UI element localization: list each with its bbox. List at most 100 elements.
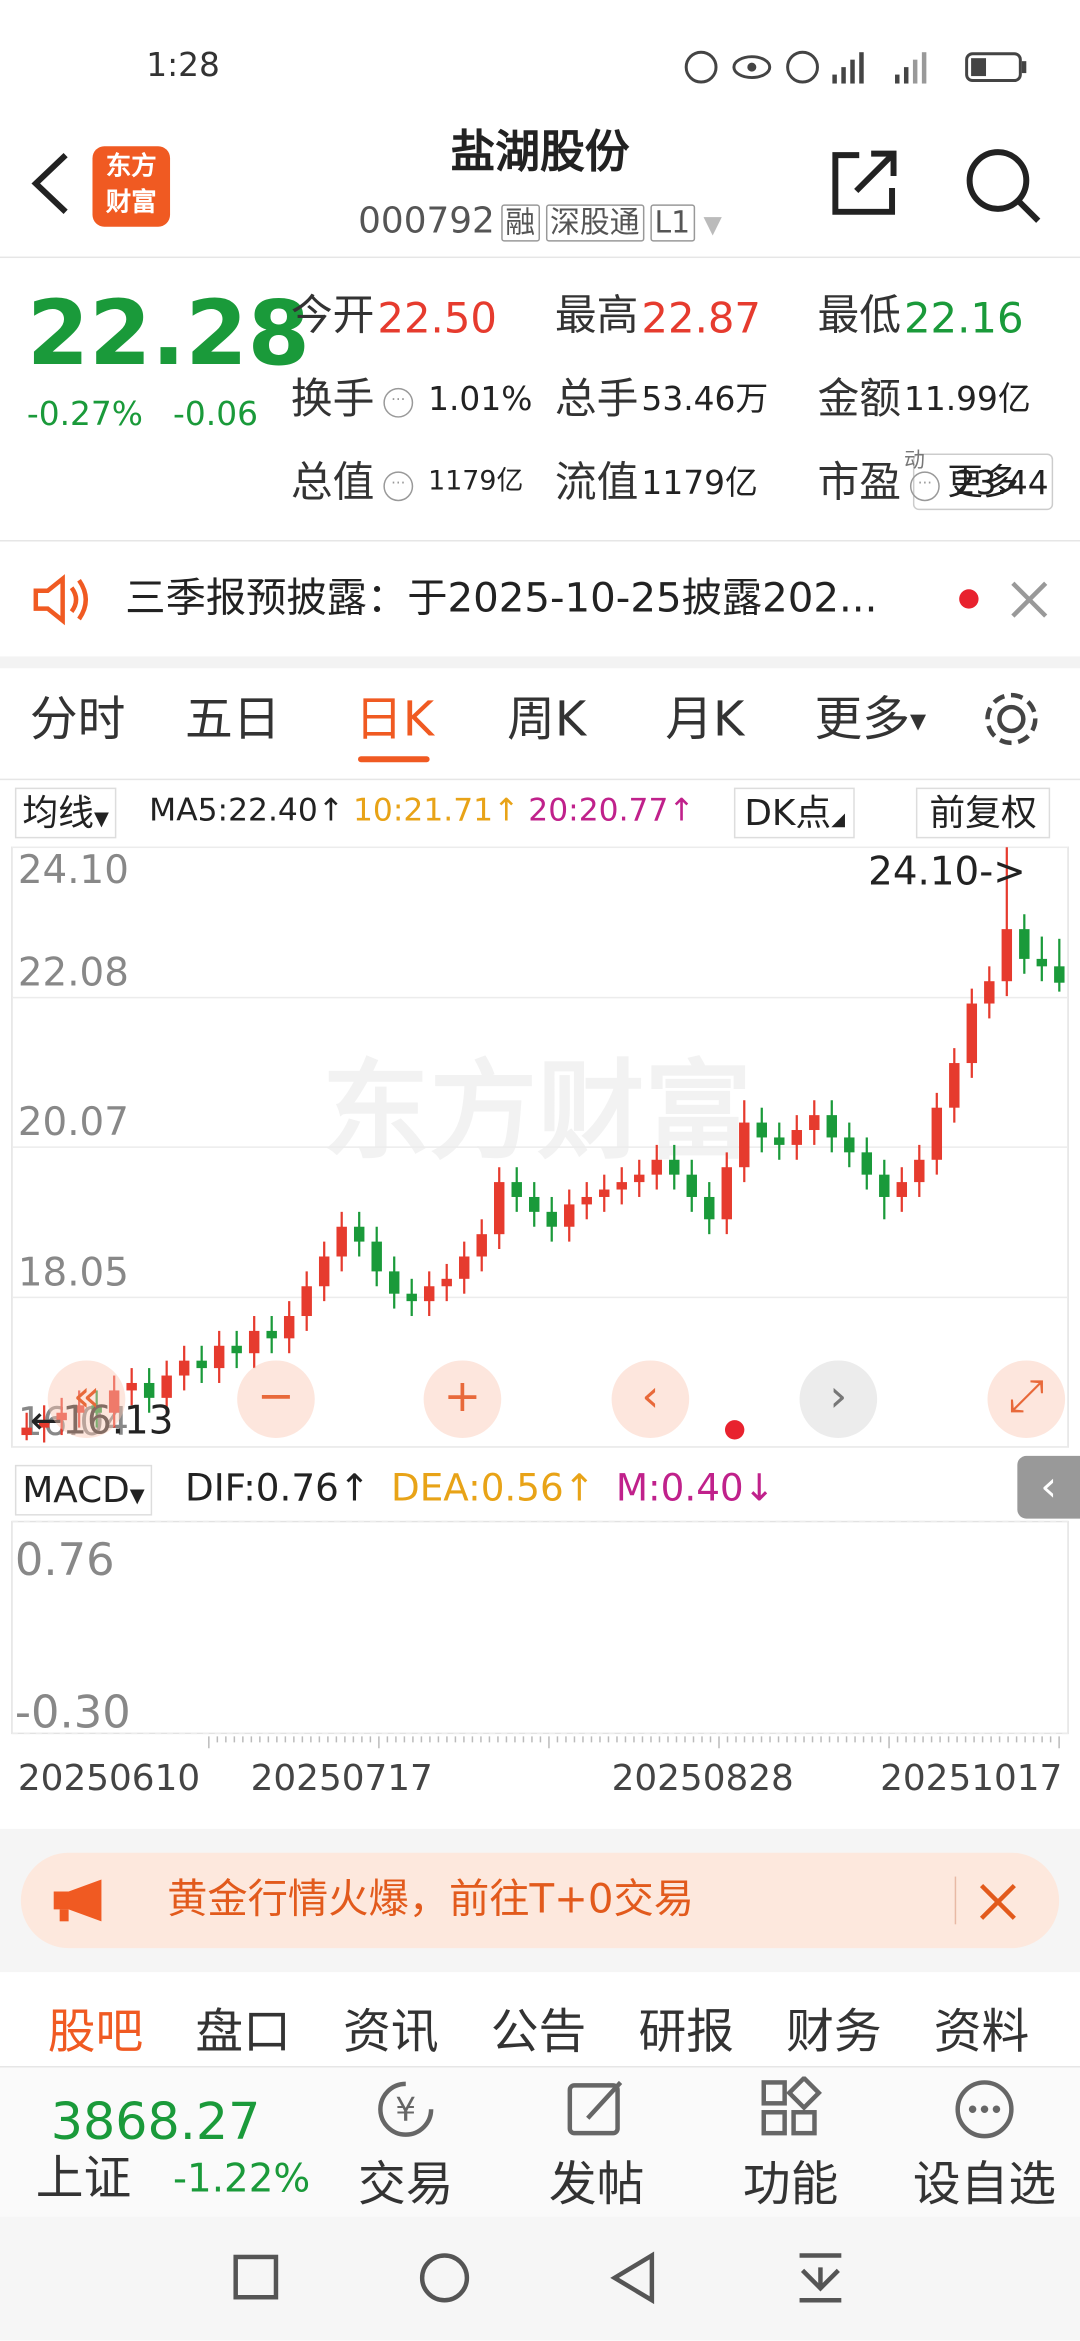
nav-recent[interactable] xyxy=(233,2254,279,2300)
period-tab[interactable]: 分时 xyxy=(29,690,126,748)
period-tab[interactable]: 月K xyxy=(665,690,745,748)
side-toggle[interactable]: ‹ xyxy=(1017,1455,1080,1519)
action-label[interactable]: 功能 xyxy=(742,2155,839,2213)
info-icon[interactable]: ··· xyxy=(909,471,940,502)
notice-text[interactable]: 三季报预披露：于2025-10-25披露202... xyxy=(125,575,878,623)
macd-select[interactable]: MACD▼ xyxy=(14,1464,153,1516)
field-value: 22.87 xyxy=(641,293,762,344)
info-icon[interactable]: ··· xyxy=(383,471,414,502)
candle-body xyxy=(371,1241,382,1272)
nav-menu[interactable] xyxy=(799,2253,842,2303)
candle-body xyxy=(459,1256,470,1279)
candle-body xyxy=(126,1382,137,1391)
period-tab[interactable]: 日K xyxy=(355,690,435,748)
action-icon[interactable] xyxy=(758,2076,824,2142)
change: -0.06 xyxy=(173,396,258,435)
content-tab[interactable]: 财务 xyxy=(786,2003,882,2061)
candle-body xyxy=(966,1003,978,1064)
stock-name: 盐湖股份 xyxy=(450,126,630,180)
notice-dot xyxy=(959,589,979,609)
page-dot xyxy=(724,1420,745,1440)
content-tab[interactable]: 股吧 xyxy=(47,2003,144,2061)
period-tab[interactable]: 周K xyxy=(507,690,587,748)
settings-button[interactable] xyxy=(979,686,1045,752)
period-tab[interactable]: 五日 xyxy=(184,690,281,748)
share-button[interactable] xyxy=(826,146,901,221)
ma-select[interactable]: 均线▼ xyxy=(14,787,117,839)
chart-control[interactable]: − xyxy=(237,1360,315,1439)
content-tab[interactable]: 资讯 xyxy=(343,2003,439,2061)
chart-control[interactable]: ‹ xyxy=(611,1360,690,1439)
watermark: 东方财富 xyxy=(322,1050,752,1175)
notice-close[interactable] xyxy=(1008,579,1050,621)
macd-tick-label: -0.30 xyxy=(15,1685,131,1738)
candle-body xyxy=(21,1427,32,1436)
megaphone-icon xyxy=(53,1879,102,1922)
action-icon[interactable] xyxy=(564,2076,630,2142)
field-label: 总手 xyxy=(554,374,639,424)
dropdown-arrow[interactable]: ▼ xyxy=(703,210,722,239)
candle-body xyxy=(581,1196,592,1205)
back-button[interactable] xyxy=(27,149,72,218)
candle-body xyxy=(914,1159,925,1183)
info-icon[interactable]: ··· xyxy=(383,387,414,418)
nav-back[interactable] xyxy=(610,2251,655,2305)
tags: 融深股通 L1 xyxy=(495,200,695,242)
index-name: 上证 xyxy=(35,2149,132,2207)
logo-text: 财富 xyxy=(105,187,157,218)
dk-label: DK点 xyxy=(744,792,832,834)
field-value: 1179亿 xyxy=(641,465,758,503)
action-icon[interactable] xyxy=(952,2076,1018,2142)
content-tab[interactable]: 公告 xyxy=(490,2003,587,2061)
divider xyxy=(0,256,1080,259)
content-tab[interactable]: 资料 xyxy=(933,2003,1030,2061)
chart-control[interactable]: › xyxy=(799,1360,878,1439)
tag: 融 xyxy=(500,204,540,242)
candle-body xyxy=(511,1182,522,1197)
candle-body xyxy=(756,1122,767,1138)
action-icon[interactable]: ¥ xyxy=(373,2076,439,2142)
candle-body xyxy=(651,1159,662,1175)
status-time: 1:28 xyxy=(146,47,220,86)
banner-close[interactable] xyxy=(979,1883,1018,1922)
chart-control[interactable]: + xyxy=(423,1360,502,1439)
field-label: 换手 xyxy=(290,374,375,424)
field-label: 今开 xyxy=(290,290,375,341)
candle-body xyxy=(1001,929,1013,982)
action-label[interactable]: 设自选 xyxy=(912,2155,1057,2213)
field-value: 53.46万 xyxy=(641,381,769,420)
macd-tick-label: 0.76 xyxy=(15,1533,115,1586)
index-value[interactable]: 3868.27 xyxy=(50,2092,261,2153)
macd-legend: DIF:0.76↑ DEA:0.56↑ M:0.40↓ xyxy=(185,1469,796,1506)
period-tab[interactable]: 更多▼ xyxy=(814,690,927,748)
candle-body xyxy=(564,1204,575,1227)
promo-banner[interactable] xyxy=(20,1852,1060,1949)
candle-body xyxy=(599,1189,610,1197)
dk-button[interactable]: DK点◢ xyxy=(733,787,856,839)
candle-body xyxy=(826,1115,838,1138)
tag: L1 xyxy=(649,204,695,242)
content-tab[interactable]: 研报 xyxy=(638,2003,734,2061)
banner-sep xyxy=(954,1876,957,1925)
nav-home[interactable] xyxy=(419,2253,470,2303)
action-label[interactable]: 发帖 xyxy=(548,2155,645,2213)
candle-body xyxy=(73,1405,85,1413)
content-tab[interactable]: 盘口 xyxy=(195,2003,291,2061)
candle-body xyxy=(791,1130,802,1145)
banner-text[interactable]: 黄金行情火爆，前往T+0交易 xyxy=(167,1876,695,1923)
svg-text:¥: ¥ xyxy=(395,2091,416,2129)
field-label: 总值 xyxy=(290,457,375,508)
change-pct: -0.27% xyxy=(26,396,143,435)
chart-control[interactable]: ⤢ xyxy=(987,1360,1066,1439)
candle-body xyxy=(248,1330,260,1354)
candle-body xyxy=(283,1316,295,1339)
field-label: 流值 xyxy=(554,457,639,508)
candle-body xyxy=(56,1412,67,1421)
candle-body xyxy=(353,1226,365,1242)
adjust-button[interactable]: 前复权 xyxy=(915,787,1051,839)
search-button[interactable] xyxy=(961,143,1045,227)
candle-body xyxy=(721,1167,732,1220)
action-label[interactable]: 交易 xyxy=(357,2155,454,2213)
spacer xyxy=(0,656,1080,669)
chart-control[interactable]: « xyxy=(47,1360,126,1439)
